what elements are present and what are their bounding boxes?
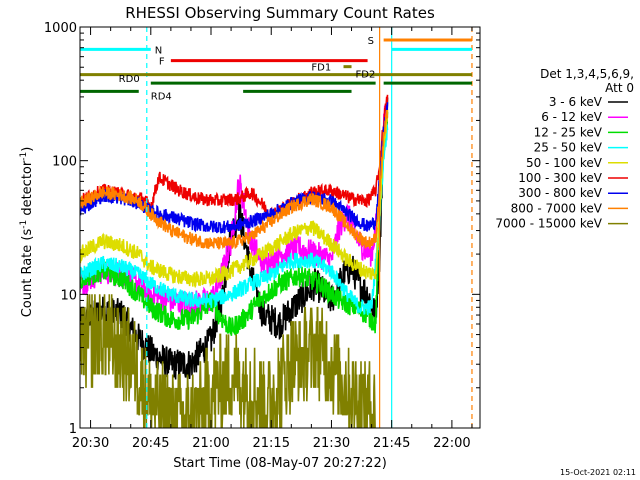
x-tick-label: 21:45 — [373, 436, 410, 451]
series-50-100keV-line — [80, 109, 389, 289]
footer-timestamp: 15-Oct-2021 02:11 — [560, 468, 636, 477]
x-tick-label: 20:30 — [72, 436, 109, 451]
flag-label-n: N — [155, 45, 162, 56]
x-tick-label: 21:15 — [253, 436, 290, 451]
series-7000-15000keV-line — [80, 294, 376, 428]
legend-label: 800 - 7000 keV — [511, 201, 603, 215]
legend-label: 7000 - 15000 keV — [495, 217, 602, 231]
legend-label: 25 - 50 keV — [534, 141, 603, 155]
series-12-25keV-line — [80, 111, 389, 336]
flag-label-fd1: FD1 — [311, 63, 331, 74]
series-25-50keV-line — [80, 124, 389, 316]
plot-frame — [79, 26, 481, 429]
x-tick-label: 22:00 — [433, 436, 470, 451]
flag-label-rd4: RD4 — [151, 91, 172, 102]
legend-label: 300 - 800 keV — [518, 186, 602, 200]
series-800-7000keV-line — [80, 110, 389, 250]
y-tick-label: 1000 — [44, 21, 77, 36]
x-tick-label: 20:45 — [132, 436, 169, 451]
data-layer — [80, 27, 473, 428]
legend-label: 6 - 12 keV — [541, 110, 603, 124]
legend-label: 50 - 100 keV — [526, 156, 603, 170]
legend-label: 3 - 6 keV — [549, 95, 603, 109]
chart-title: RHESSI Observing Summary Count Rates — [125, 4, 435, 22]
legend-header-line2: Att 0 — [605, 81, 634, 95]
flag-label-fd2: FD2 — [356, 70, 376, 81]
y-tick-label: 100 — [52, 155, 77, 170]
y-tick-label: 1 — [69, 422, 77, 437]
x-tick-label: 21:30 — [313, 436, 350, 451]
x-tick-label: 21:00 — [192, 436, 229, 451]
legend-label: 12 - 25 keV — [534, 125, 603, 139]
flag-label-f: F — [159, 57, 165, 68]
plot-area: NF S FD1 FD2 RD0 RD4 1 10 100 1000 20:30 20:45 21:00… — [44, 21, 481, 451]
flag-label-s: S — [368, 36, 374, 47]
y-axis-label: Count Rate (s-1 detector-1) — [19, 147, 35, 318]
x-axis-label: Start Time (08-May-07 20:27:22) — [173, 456, 387, 471]
flag-label-rd0: RD0 — [119, 74, 140, 85]
legend-header-line1: Det 1,3,4,5,6,9, — [540, 67, 634, 81]
legend-label: 100 - 300 keV — [518, 171, 602, 185]
y-tick-label: 10 — [60, 288, 77, 303]
